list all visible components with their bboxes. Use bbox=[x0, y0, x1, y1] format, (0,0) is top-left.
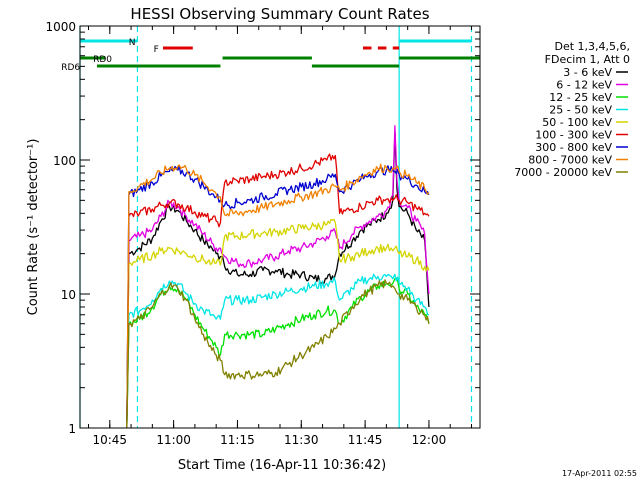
mode-vertical-lines bbox=[79, 26, 473, 428]
legend-label-300-800-kev: 300 - 800 keV bbox=[535, 141, 612, 154]
series-line-7000-20000-kev bbox=[126, 279, 430, 429]
state-bar-label-rd0: RD0 bbox=[93, 55, 112, 65]
y-axis-label: Count Rate (s⁻¹ detector⁻¹) bbox=[26, 139, 41, 316]
legend-label-100-300-kev: 100 - 300 keV bbox=[535, 129, 612, 142]
x-tick-label-12-00: 12:00 bbox=[412, 433, 447, 447]
series-line-6-12-kev bbox=[126, 125, 430, 429]
series-line-12-25-kev bbox=[126, 277, 430, 429]
x-tick-label-11-00: 11:00 bbox=[156, 433, 191, 447]
y-tick-label-1: 1 bbox=[68, 422, 76, 436]
y-tick-label-1000: 1000 bbox=[45, 20, 76, 34]
legend-label-3-6-kev: 3 - 6 keV bbox=[563, 66, 612, 79]
legend-label-6-12-kev: 6 - 12 keV bbox=[556, 79, 612, 92]
legend-header-2: FDecim 1, Att 0 bbox=[545, 53, 630, 66]
series-line-3-6-kev bbox=[126, 131, 430, 429]
x-tick-label-11-30: 11:30 bbox=[284, 433, 319, 447]
x-axis-label: Start Time (16-Apr-11 10:36:42) bbox=[178, 458, 386, 473]
legend-label-800-7000-kev: 800 - 7000 keV bbox=[528, 154, 612, 167]
state-bar-label-n: N bbox=[129, 38, 136, 48]
x-tick-label-10-45: 10:45 bbox=[92, 433, 127, 447]
series-line-800-7000-kev bbox=[126, 163, 430, 429]
state-bar-label-rd6: RD6 bbox=[61, 63, 80, 73]
legend-label-25-50-kev: 25 - 50 keV bbox=[549, 104, 612, 117]
state-bars: N F RD0 RD6 bbox=[61, 38, 480, 73]
legend-label-50-100-kev: 50 - 100 keV bbox=[542, 116, 612, 129]
y-tick-label-100: 100 bbox=[53, 154, 76, 168]
series-line-300-800-kev bbox=[126, 165, 430, 429]
footer-timestamp: 17-Apr-2011 02:55 bbox=[562, 469, 637, 478]
x-tick-label-11-45: 11:45 bbox=[348, 433, 383, 447]
series-line-25-50-kev bbox=[126, 273, 430, 429]
legend-header-1: Det 1,3,4,5,6, bbox=[554, 40, 630, 53]
legend-label-12-25-kev: 12 - 25 keV bbox=[549, 91, 612, 104]
legend: Det 1,3,4,5,6, FDecim 1, Att 0 3 - 6 keV… bbox=[514, 40, 630, 179]
y-tick-label-10: 10 bbox=[61, 288, 76, 302]
plot-frame bbox=[79, 25, 481, 429]
series-line-50-100-kev bbox=[126, 218, 430, 429]
chart-title: HESSI Observing Summary Count Rates bbox=[130, 5, 429, 23]
axis-ticks: 10:45 11:00 11:15 11:30 11:45 12:00 1 10 100 1000 bbox=[45, 20, 480, 447]
x-tick-label-11-15: 11:15 bbox=[220, 433, 255, 447]
legend-label-7000-20000-kev: 7000 - 20000 keV bbox=[514, 166, 612, 179]
series-line-100-300-kev bbox=[126, 153, 430, 429]
series-lines bbox=[126, 125, 430, 429]
state-bar-label-f: F bbox=[154, 45, 159, 55]
